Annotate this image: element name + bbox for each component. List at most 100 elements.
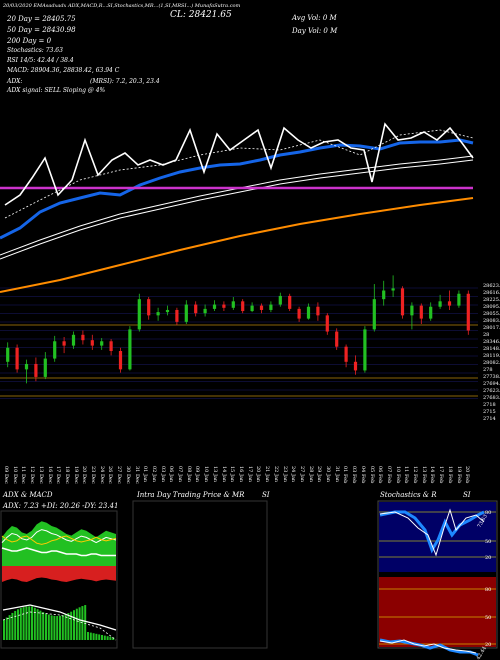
y-tick-label: 28055.01 [483, 311, 500, 317]
x-tick-label: 24 Jan [290, 466, 297, 483]
x-tick-label: 10 Dec [11, 466, 18, 484]
x-tick-label: 02 Jan [150, 466, 157, 483]
candle-body [6, 347, 10, 362]
x-tick-label: 27 Jan [298, 466, 305, 483]
macd-bar [89, 632, 92, 640]
candle-body [15, 347, 19, 370]
macd-label: MACD: 28904.36, 28838.42, 63.94 C [7, 67, 120, 74]
ema200-line [0, 197, 474, 293]
candle-body [325, 315, 329, 332]
macd-bar [103, 635, 106, 640]
y-tick-label: 28148.01 [483, 346, 500, 352]
y-tick-label: 28083.93 [483, 318, 500, 324]
x-tick-label: 20 Jan [255, 466, 262, 483]
y-tick-label: 28225.75 [483, 297, 500, 303]
macd-bar [92, 633, 95, 640]
mrsi-label: (MRSI): 7.2, 20.3, 23.4 [90, 78, 160, 85]
y-tick-label: 28623.35 [483, 283, 500, 289]
candle-body [344, 346, 348, 362]
y-tick-label: 27738.56 [483, 374, 500, 380]
x-tick-label: 09 Jan [194, 466, 201, 483]
ema20-line [0, 138, 474, 240]
x-tick-label: 03 Jan [159, 466, 166, 483]
symbol-line: 20/03/2020 EMAsadxadx ADX,MACD,R...SI,St… [3, 3, 241, 9]
adx-line [1, 547, 116, 557]
adx-panel-frame [0, 510, 118, 649]
x-tick-label: 28 Jan [307, 466, 314, 483]
x-tick-label: 23 Dec [90, 466, 97, 484]
candle-body [438, 301, 442, 307]
macd-bar [42, 612, 45, 640]
x-tick-label: 17 Jan [246, 466, 253, 483]
stoch-bg [379, 502, 496, 572]
y-tick-label: 2718 [483, 402, 496, 408]
candle-body [241, 301, 245, 312]
x-tick-label: 11 Dec [20, 466, 27, 484]
y-tick-label: 278 [483, 367, 493, 373]
x-tick-label: 12 Dec [29, 466, 36, 484]
x-tick-label: 03 Feb [351, 466, 358, 484]
x-tick-label: 07 Feb [385, 466, 392, 484]
candle-body [288, 295, 292, 309]
x-tick-label: 12 Feb [412, 466, 419, 484]
x-tick-label: 04 Feb [359, 466, 366, 484]
macd-bar [109, 636, 112, 640]
candle-body [156, 312, 160, 316]
y-tick-label: 27683.7 [483, 395, 500, 401]
y-tick-label: 28616.7 [483, 290, 500, 296]
macd-bar [56, 615, 59, 640]
x-tick-label: 10 Jan [203, 466, 210, 483]
candle-body [372, 299, 376, 330]
macd-bar [50, 615, 53, 640]
day-volume: Day Vol: 0 M [292, 27, 338, 35]
rsi-signal-line [379, 639, 477, 654]
candle-body [24, 363, 29, 370]
candle-body [400, 288, 405, 316]
minus-di-line [1, 535, 117, 545]
macd-bar [22, 607, 25, 640]
x-tick-label: 20 Dec [81, 466, 88, 484]
candle-body [175, 309, 179, 322]
macd-bar [31, 606, 33, 640]
candle-body [137, 299, 141, 330]
close-price: CL: 28421.65 [170, 10, 232, 20]
macd-bar [25, 606, 28, 640]
macd-bar [5, 617, 8, 640]
x-tick-label: 07 Jan [177, 466, 184, 483]
y-tick-label: 28082.7 [483, 360, 500, 366]
plus-di-line [1, 529, 117, 544]
ema20-label: 20 Day = 28405.75 [7, 15, 76, 23]
stochastics-label: Stochastics: 73.63 [7, 47, 63, 54]
candle-body [212, 304, 217, 309]
candle-body [391, 288, 395, 291]
stoch-d-line [379, 508, 485, 557]
y-tick-label: 2715 [483, 409, 496, 415]
candle-body [194, 304, 198, 314]
macd-bar [14, 610, 17, 640]
x-tick-label: 31 Dec [133, 466, 140, 484]
x-tick-label: 18 Dec [63, 466, 70, 484]
y-tick-label: 28095.45 [483, 304, 500, 310]
macd-bar [8, 615, 11, 640]
ema50-line-outer [0, 155, 474, 256]
stoch-panel-frame [377, 500, 498, 649]
candle-body [118, 351, 123, 370]
x-tick-label: 10 Feb [394, 466, 401, 484]
macd-bar [95, 633, 98, 640]
x-tick-label: 19 Dec [72, 466, 79, 484]
intraday-panel-title-right: SI [262, 491, 270, 499]
candle-body [269, 304, 273, 310]
ema50-label: 50 Day = 28430.98 [7, 26, 76, 34]
macd-bar [84, 605, 87, 640]
candle-body [306, 306, 311, 319]
x-tick-label: 06 Feb [377, 466, 384, 484]
stoch-k-line [379, 510, 485, 554]
stoch-axis-label: 80 [485, 510, 491, 516]
price-chart [0, 122, 478, 399]
x-tick-label: 13 Dec [37, 466, 44, 484]
candle-body [457, 293, 461, 306]
macd-bar [28, 606, 31, 640]
macd-bar [19, 608, 22, 640]
intraday-panel-title: Intra Day Trading Price & MR [137, 491, 245, 499]
candle-body [297, 308, 301, 319]
